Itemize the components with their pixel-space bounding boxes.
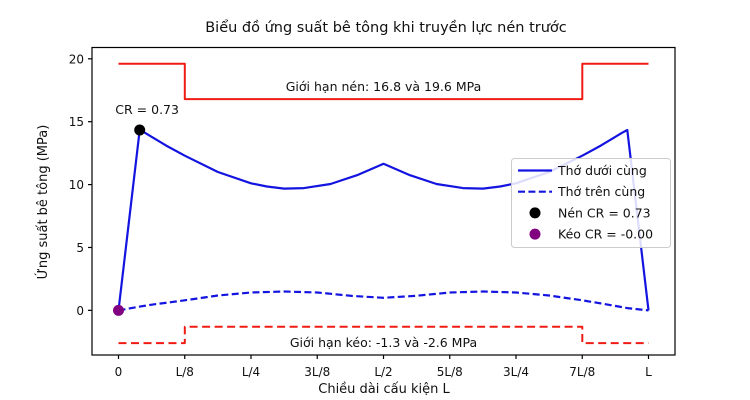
- legend: Thớ dưới cùng Thớ trên cùng Nén CR = 0.73 K…: [511, 158, 671, 248]
- x-tick-label: L/4: [242, 365, 260, 379]
- x-tick-label: L/2: [374, 365, 392, 379]
- legend-dot-swatch: [529, 207, 541, 219]
- y-tick-label: 20: [69, 52, 84, 66]
- x-tick-label: 5L/8: [437, 365, 463, 379]
- x-tick-label: 0: [115, 365, 123, 379]
- y-tick-label: 10: [69, 178, 84, 192]
- tension-limit-line: [118, 325, 649, 345]
- legend-item-label: Thớ dưới cùng: [557, 163, 647, 178]
- x-tick-label: L: [645, 365, 652, 379]
- compression-limit-line: [118, 62, 649, 101]
- bottom-fiber-curve: [117, 128, 650, 311]
- x-tick-label: L/8: [176, 365, 194, 379]
- legend-item-label: Thớ trên cùng: [557, 184, 645, 199]
- chart-title: Biểu đồ ứng suất bê tông khi truyền lực …: [205, 19, 567, 36]
- legend-box: [511, 158, 671, 248]
- plot-area: CR = 0.73 Giới hạn nén: 16.8 và 19.6 MPa G…: [69, 46, 676, 379]
- legend-item-label: Kéo CR = -0.00: [558, 227, 653, 242]
- compression-cr-marker: [134, 124, 146, 136]
- x-tick-label: 3L/8: [304, 365, 330, 379]
- x-tick-label: 7L/8: [569, 365, 595, 379]
- cr-value-annotation: CR = 0.73: [115, 102, 179, 117]
- y-tick-label: 15: [69, 115, 84, 129]
- x-tick-label: 3L/4: [503, 365, 529, 379]
- y-axis-label: Ứng suất bê tông (MPa): [35, 125, 51, 280]
- y-tick-label: 0: [76, 304, 84, 318]
- tension-cr-marker: [113, 304, 124, 316]
- legend-item-label: Nén CR = 0.73: [558, 205, 651, 220]
- x-axis-label: Chiều dài cấu kiện L: [318, 382, 450, 397]
- top-fiber-curve: [118, 290, 649, 312]
- legend-dot-swatch: [529, 228, 541, 240]
- tension-limit-label: Giới hạn kéo: -1.3 và -2.6 MPa: [290, 335, 477, 350]
- compression-limit-label: Giới hạn nén: 16.8 và 19.6 MPa: [286, 79, 482, 94]
- y-tick-label: 5: [76, 241, 84, 255]
